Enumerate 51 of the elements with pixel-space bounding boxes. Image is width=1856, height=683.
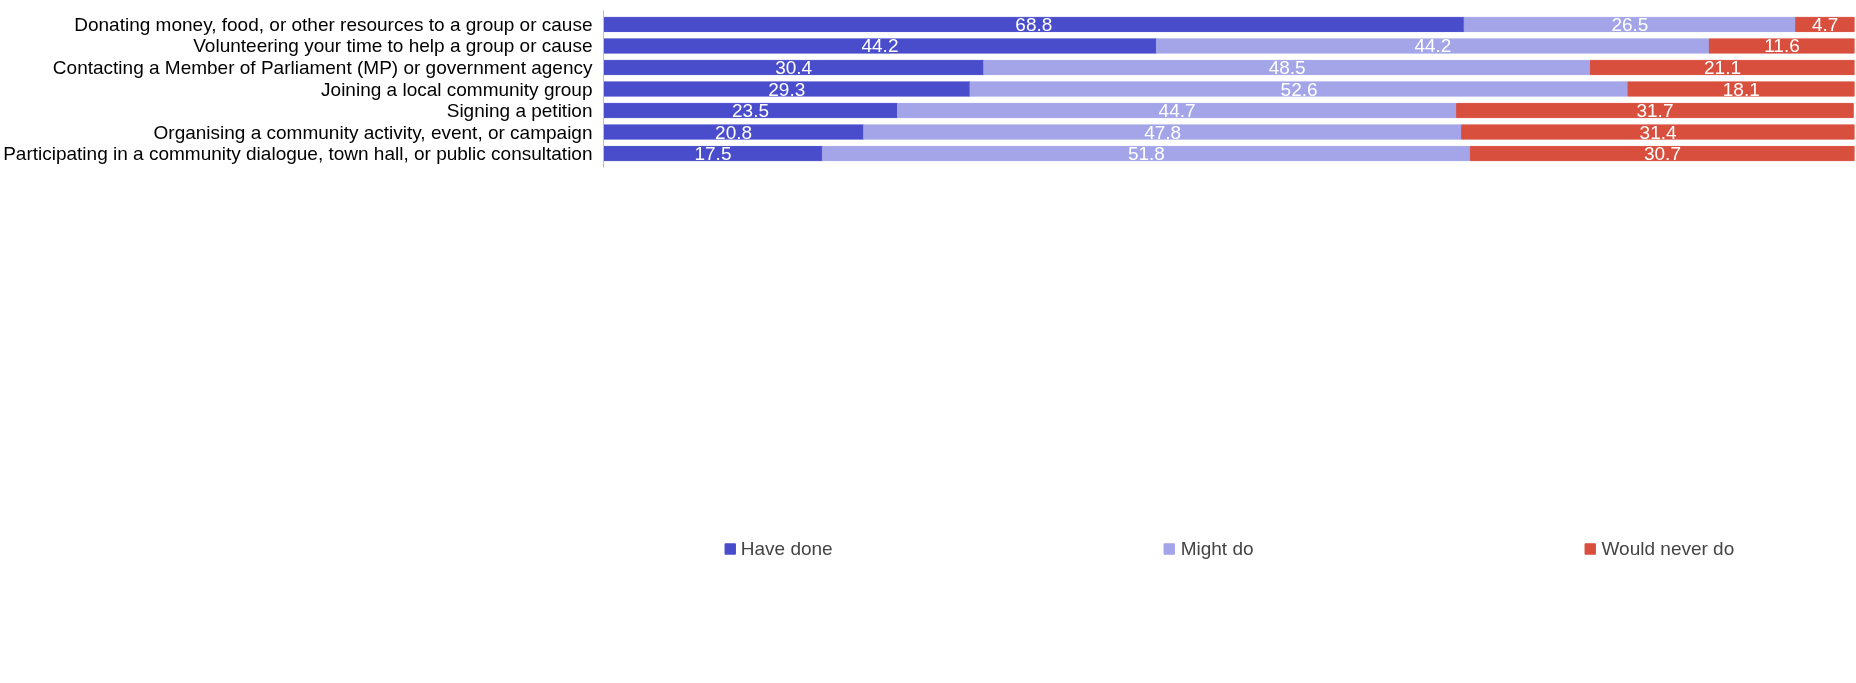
- data-label: 18.1: [1722, 78, 1760, 100]
- data-label: 29.3: [768, 78, 806, 100]
- bar: [1590, 59, 1855, 76]
- bar: [969, 81, 1629, 97]
- data-label: 30.7: [1643, 143, 1681, 165]
- bar: [821, 145, 1471, 162]
- bar: [1469, 145, 1855, 162]
- legend-label: Would never do: [1601, 537, 1735, 560]
- data-label: 23.5: [732, 100, 769, 122]
- data-label: 30.4: [775, 56, 813, 78]
- bar: [603, 124, 865, 140]
- data-label: 31.7: [1636, 100, 1674, 122]
- bar: [603, 102, 898, 119]
- bar: [603, 38, 1157, 54]
- data-label: 44.2: [861, 35, 899, 57]
- bar: [1155, 38, 1710, 54]
- data-label: 52.6: [1280, 78, 1318, 100]
- data-label: 26.5: [1611, 13, 1649, 35]
- data-label: 68.8: [1015, 13, 1053, 35]
- y-tick-label: Participating in a community dialogue, town hall, or public consultation: [3, 143, 593, 165]
- bar: [1456, 102, 1854, 119]
- bar: [1627, 81, 1855, 97]
- data-label: 47.8: [1144, 121, 1182, 143]
- data-label: 11.6: [1764, 35, 1800, 57]
- bar: [1463, 16, 1797, 33]
- bar: [863, 124, 1463, 140]
- data-label: 21.1: [1704, 56, 1742, 78]
- data-label: 17.5: [694, 143, 732, 165]
- data-label: 48.5: [1268, 56, 1306, 78]
- data-label: 44.7: [1158, 100, 1196, 122]
- bar: [603, 16, 1465, 33]
- bar: [896, 102, 1458, 119]
- y-tick-label: Joining a local community group: [321, 78, 593, 100]
- y-tick-label: Organising a community activity, event, or campaign: [153, 121, 593, 143]
- data-label: 51.8: [1127, 143, 1165, 165]
- y-tick-label: Signing a petition: [446, 100, 593, 122]
- bar: [1708, 38, 1855, 54]
- y-tick-label: Contacting a Member of Parliament (MP) or government agency: [52, 56, 593, 78]
- legend-label: Have done: [740, 537, 833, 560]
- y-tick-label: Donating money, food, or other resources to a group or cause: [74, 13, 593, 35]
- bar: [1461, 124, 1855, 140]
- data-label: 31.4: [1639, 121, 1678, 143]
- data-label: 44.2: [1414, 35, 1452, 57]
- bar: [603, 81, 971, 97]
- data-label: 4.7: [1811, 13, 1839, 35]
- bar: [603, 59, 985, 76]
- legend-label: Might do: [1180, 537, 1254, 560]
- y-tick-label: Volunteering your time to help a group or cause: [193, 35, 593, 57]
- bar: [983, 59, 1592, 76]
- bar: [603, 145, 823, 162]
- data-label: 20.8: [715, 121, 753, 143]
